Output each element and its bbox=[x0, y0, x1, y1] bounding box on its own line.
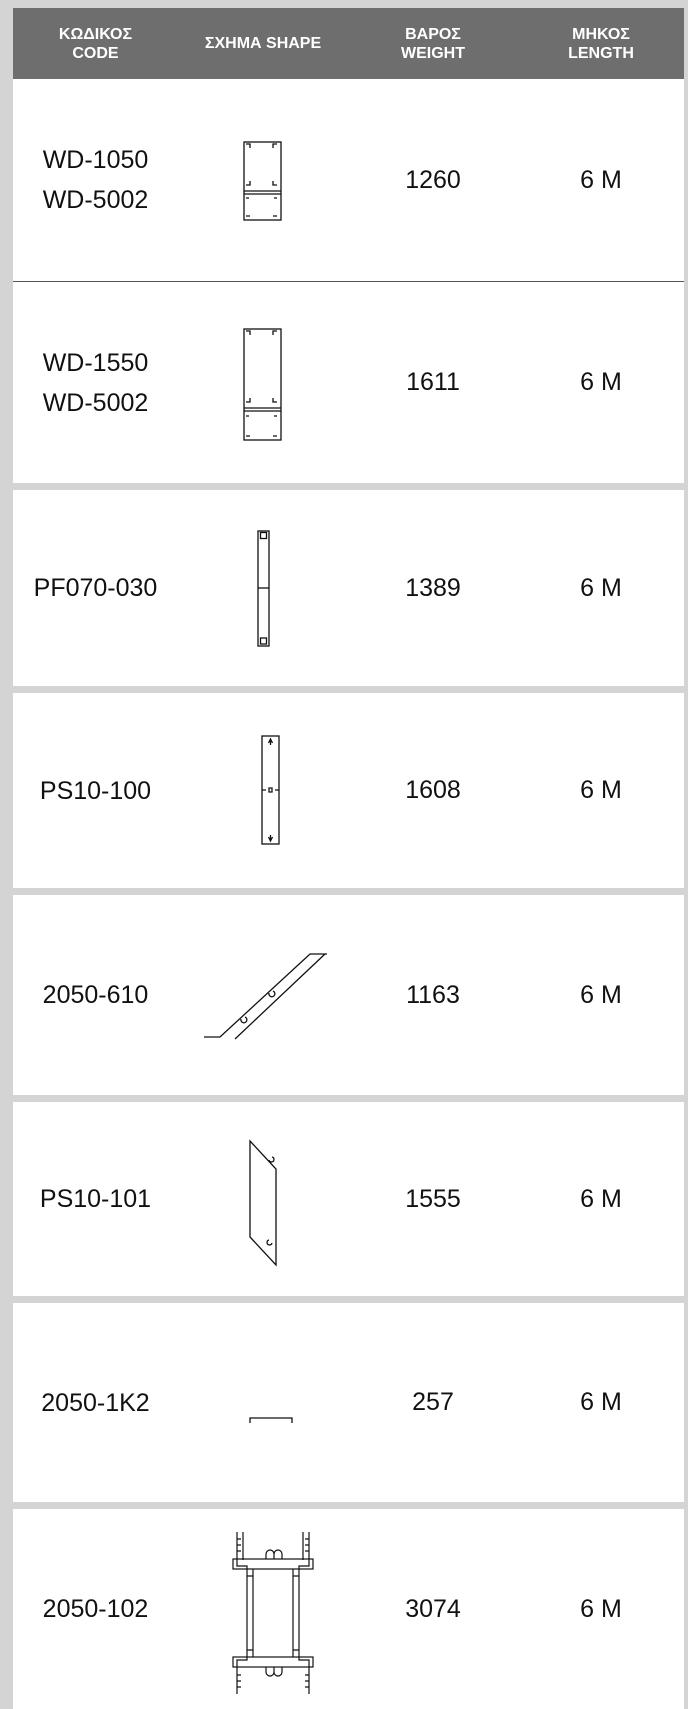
table-row: 2050-102 3074 6 M bbox=[13, 1509, 684, 1709]
weight-value: 1389 bbox=[405, 573, 461, 602]
table-header: ΚΩΔΙΚΟΣ CODE ΣΧΗΜΑ SHAPE ΒΑΡΟΣ WEIGHT ΜΗΚΟ… bbox=[13, 8, 684, 79]
tall-double-box-profile-icon bbox=[243, 328, 293, 442]
code-value: PS10-100 bbox=[39, 776, 152, 805]
row-divider bbox=[13, 1296, 684, 1303]
weight-cell: 1611 bbox=[348, 282, 518, 483]
length-value: 6 M bbox=[580, 165, 622, 194]
h-beam-profile-icon bbox=[232, 1531, 316, 1695]
length-value: 6 M bbox=[580, 368, 622, 396]
length-value: 6 M bbox=[580, 980, 622, 1009]
code-value: 2050-1K2 bbox=[41, 1388, 150, 1417]
weight-value: 1555 bbox=[405, 1184, 461, 1213]
table-frame-right bbox=[684, 0, 688, 1709]
narrow-bar-hook-profile-icon bbox=[261, 735, 285, 847]
code-value: WD-1550 bbox=[42, 348, 149, 377]
code-value: PS10-101 bbox=[39, 1185, 152, 1213]
table-frame-top bbox=[0, 0, 688, 8]
table-row: PS10-100 1608 6 M bbox=[13, 693, 684, 888]
row-divider bbox=[13, 483, 684, 490]
header-code: ΚΩΔΙΚΟΣ CODE bbox=[13, 8, 178, 79]
length-value: 6 M bbox=[580, 776, 622, 804]
weight-value: 1163 bbox=[406, 980, 460, 1009]
code-cell: 2050-610 bbox=[13, 895, 178, 1095]
length-cell: 6 M bbox=[518, 79, 684, 281]
weight-cell: 1389 bbox=[348, 490, 518, 686]
row-divider bbox=[13, 686, 684, 693]
header-weight: ΒΑΡΟΣ WEIGHT bbox=[348, 8, 518, 79]
code-cell: WD-1550 WD-5002 bbox=[13, 282, 178, 483]
double-box-profile-icon bbox=[243, 141, 293, 226]
code-value: 2050-102 bbox=[42, 1595, 149, 1623]
code-value: PF070-030 bbox=[33, 574, 158, 602]
code-value: WD-5002 bbox=[42, 186, 149, 214]
header-length: ΜΗΚΟΣ LENGTH bbox=[518, 8, 684, 79]
table-row: PF070-030 1389 6 M bbox=[13, 490, 684, 686]
code-cell: PF070-030 bbox=[13, 490, 178, 686]
length-cell: 6 M bbox=[518, 490, 684, 686]
weight-value: 257 bbox=[412, 1388, 454, 1416]
length-cell: 6 M bbox=[518, 895, 684, 1095]
length-cell: 6 M bbox=[518, 1509, 684, 1709]
weight-value: 3074 bbox=[405, 1594, 461, 1623]
code-cell: PS10-101 bbox=[13, 1102, 178, 1296]
header-code-en: CODE bbox=[72, 44, 119, 62]
table-frame-left bbox=[0, 0, 13, 1709]
code-value: 2050-610 bbox=[42, 981, 149, 1009]
code-cell: WD-1050 WD-5002 bbox=[13, 79, 178, 281]
weight-cell: 1163 bbox=[348, 895, 518, 1095]
weight-value: 1608 bbox=[405, 776, 461, 804]
code-cell: PS10-100 bbox=[13, 693, 178, 888]
header-shape: ΣΧΗΜΑ SHAPE bbox=[178, 8, 348, 79]
header-length-gr: ΜΗΚΟΣ bbox=[572, 25, 630, 43]
weight-value: 1611 bbox=[406, 368, 460, 396]
header-code-gr: ΚΩΔΙΚΟΣ bbox=[58, 25, 133, 43]
weight-cell: 3074 bbox=[348, 1509, 518, 1709]
table-row: WD-1050 WD-5002 1260 6 M bbox=[13, 79, 684, 281]
length-value: 6 M bbox=[580, 573, 622, 602]
code-value: WD-5002 bbox=[42, 388, 149, 417]
weight-cell: 1260 bbox=[348, 79, 518, 281]
weight-cell: 257 bbox=[348, 1303, 518, 1502]
weight-cell: 1608 bbox=[348, 693, 518, 888]
table-row: 2050-1K2 257 6 M bbox=[13, 1303, 684, 1502]
weight-cell: 1555 bbox=[348, 1102, 518, 1296]
header-weight-en: WEIGHT bbox=[401, 44, 465, 62]
code-cell: 2050-1K2 bbox=[13, 1303, 178, 1502]
length-cell: 6 M bbox=[518, 1303, 684, 1502]
row-divider bbox=[13, 1502, 684, 1509]
code-cell: 2050-102 bbox=[13, 1509, 178, 1709]
length-cell: 6 M bbox=[518, 1102, 684, 1296]
row-divider bbox=[13, 281, 684, 282]
table-row: 2050-610 1163 6 M bbox=[13, 895, 684, 1095]
table-row: PS10-101 1555 6 M bbox=[13, 1102, 684, 1296]
diagonal-profile-icon bbox=[203, 953, 333, 1043]
code-value: WD-1050 bbox=[42, 146, 149, 174]
length-value: 6 M bbox=[580, 1184, 622, 1213]
header-length-en: LENGTH bbox=[568, 44, 634, 62]
header-weight-gr: ΒΑΡΟΣ bbox=[405, 25, 461, 43]
flat-channel-profile-icon bbox=[249, 1415, 299, 1425]
row-divider bbox=[13, 1095, 684, 1102]
length-value: 6 M bbox=[580, 1594, 622, 1623]
weight-value: 1260 bbox=[405, 165, 461, 194]
narrow-bar-profile-icon bbox=[257, 530, 277, 648]
slanted-parallelogram-profile-icon bbox=[249, 1139, 293, 1268]
length-cell: 6 M bbox=[518, 282, 684, 483]
row-divider bbox=[13, 888, 684, 895]
table-row: WD-1550 WD-5002 1611 6 M bbox=[13, 282, 684, 483]
header-shape-label: ΣΧΗΜΑ SHAPE bbox=[204, 35, 322, 52]
length-cell: 6 M bbox=[518, 693, 684, 888]
length-value: 6 M bbox=[580, 1388, 622, 1416]
